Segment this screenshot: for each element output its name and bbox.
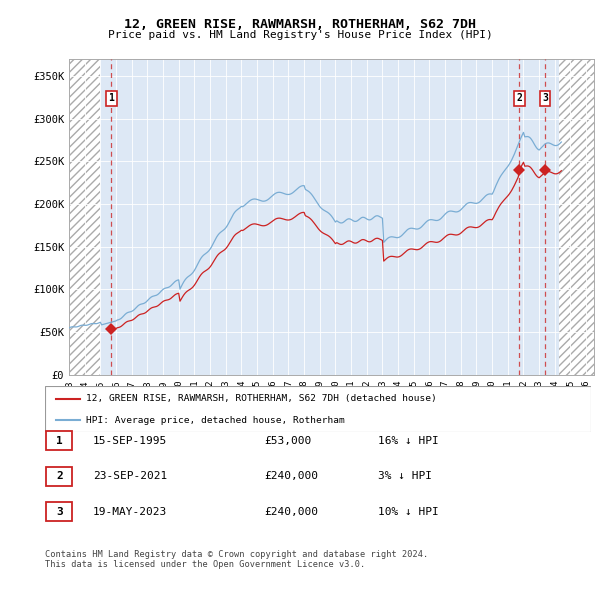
Text: £240,000: £240,000	[264, 471, 318, 481]
Text: 2: 2	[56, 471, 63, 481]
Text: 3: 3	[56, 507, 63, 516]
Text: 16% ↓ HPI: 16% ↓ HPI	[378, 436, 439, 445]
Bar	[46, 502, 73, 521]
Text: 19-MAY-2023: 19-MAY-2023	[93, 507, 167, 516]
Bar	[559, 59, 594, 375]
Text: £240,000: £240,000	[264, 507, 318, 516]
Text: 3: 3	[542, 93, 548, 103]
Text: 23-SEP-2021: 23-SEP-2021	[93, 471, 167, 481]
Text: Contains HM Land Registry data © Crown copyright and database right 2024.
This d: Contains HM Land Registry data © Crown c…	[45, 550, 428, 569]
Text: 12, GREEN RISE, RAWMARSH, ROTHERHAM, S62 7DH (detached house): 12, GREEN RISE, RAWMARSH, ROTHERHAM, S62…	[86, 394, 437, 403]
Text: Price paid vs. HM Land Registry's House Price Index (HPI): Price paid vs. HM Land Registry's House …	[107, 31, 493, 40]
Text: £53,000: £53,000	[264, 436, 311, 445]
Text: 15-SEP-1995: 15-SEP-1995	[93, 436, 167, 445]
Text: 2: 2	[517, 93, 522, 103]
Text: HPI: Average price, detached house, Rotherham: HPI: Average price, detached house, Roth…	[86, 416, 344, 425]
Text: 3% ↓ HPI: 3% ↓ HPI	[378, 471, 432, 481]
Bar	[46, 467, 73, 486]
Text: 1: 1	[56, 436, 63, 445]
Text: 12, GREEN RISE, RAWMARSH, ROTHERHAM, S62 7DH: 12, GREEN RISE, RAWMARSH, ROTHERHAM, S62…	[124, 18, 476, 31]
Bar	[46, 431, 73, 450]
Text: 10% ↓ HPI: 10% ↓ HPI	[378, 507, 439, 516]
Text: 1: 1	[109, 93, 115, 103]
Bar	[69, 59, 100, 375]
